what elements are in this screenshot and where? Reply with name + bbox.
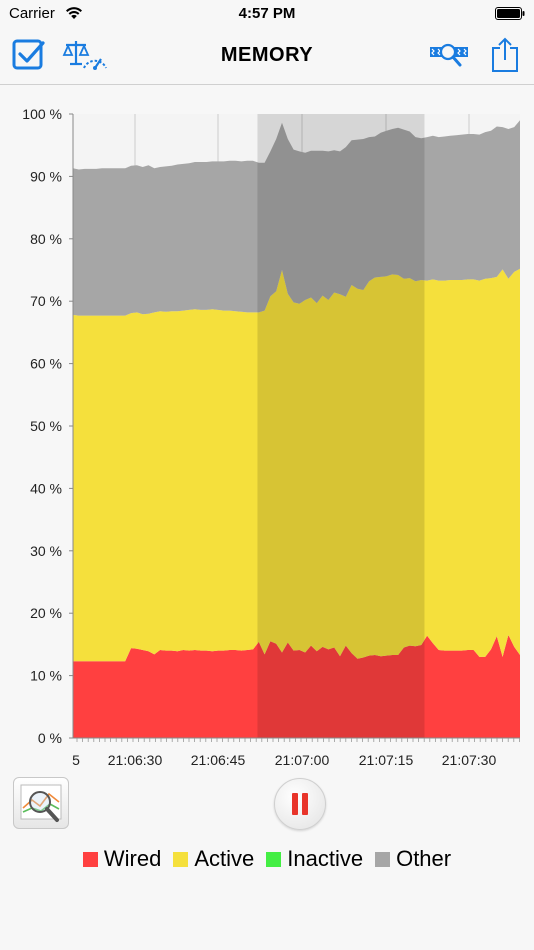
carrier-label: Carrier	[9, 5, 55, 22]
battery-icon	[495, 7, 525, 20]
legend-swatch	[82, 851, 98, 867]
chart-zoom-button[interactable]	[13, 777, 69, 829]
legend-item-active: Active	[173, 846, 254, 872]
y-tick-label: 0 %	[38, 730, 62, 746]
legend-label: Wired	[103, 846, 162, 871]
x-tick-label: 21:07:00	[275, 752, 330, 768]
y-tick-label: 80 %	[30, 231, 62, 247]
checkbox-button[interactable]	[12, 38, 46, 72]
memory-chart[interactable]: 0 % 10 % 20 % 30 % 40 % 50 % 60 % 70 % 80 % 90 % 1…	[0, 90, 534, 780]
y-tick-label: 10 %	[30, 668, 62, 684]
scale-gauge-button[interactable]	[62, 37, 108, 73]
checkbox-icon	[12, 39, 45, 70]
x-tick-label: 21:07:15	[359, 752, 414, 768]
legend-label: Other	[396, 846, 452, 871]
memory-chart-svg: 0 % 10 % 20 % 30 % 40 % 50 % 60 % 70 % 80 % 90 % 1…	[22, 106, 520, 768]
legend-item-other: Other	[375, 846, 451, 872]
legend-item-wired: Wired	[82, 846, 162, 872]
zoom-tape-icon	[430, 43, 468, 67]
y-tick-label: 40 %	[30, 480, 62, 496]
status-time: 4:57 PM	[238, 5, 296, 22]
scale-gauge-icon	[62, 41, 107, 70]
legend-label: Inactive	[287, 846, 364, 871]
x-tick-label: 21:06:30	[108, 752, 163, 768]
zoom-range-button[interactable]	[429, 40, 469, 70]
y-tick-label: 30 %	[30, 543, 62, 559]
legend-label: Active	[194, 846, 255, 871]
share-icon	[492, 37, 518, 72]
legend-swatch	[173, 851, 189, 867]
legend-item-inactive: Inactive	[266, 846, 363, 872]
y-tick-label: 60 %	[30, 356, 62, 372]
area-other	[73, 120, 520, 316]
x-tick-label: 21:07:30	[442, 752, 497, 768]
page-title: MEMORY	[220, 44, 314, 66]
status-bar: Carrier 4:57 PM	[0, 0, 534, 28]
y-tick-label: 50 %	[30, 418, 62, 434]
y-tick-label: 90 %	[30, 168, 62, 184]
selection-highlight	[257, 114, 425, 738]
area-wired	[73, 635, 520, 738]
x-tick-label: 21:06:45	[191, 752, 246, 768]
x-tick-label: 5	[72, 752, 80, 768]
wifi-icon	[66, 7, 82, 19]
bottom-tools	[0, 776, 534, 836]
nav-bar: MEMORY	[0, 28, 534, 85]
chart-magnifier-icon	[20, 784, 62, 822]
chart-legend: Wired Active Inactive Other	[0, 844, 534, 874]
y-tick-label: 100 %	[22, 106, 62, 122]
legend-swatch	[375, 851, 391, 867]
pause-button[interactable]	[274, 778, 326, 830]
legend-swatch	[266, 851, 282, 867]
area-active	[73, 268, 520, 662]
y-tick-label: 20 %	[30, 605, 62, 621]
y-tick-label: 70 %	[30, 293, 62, 309]
share-button[interactable]	[490, 36, 520, 74]
